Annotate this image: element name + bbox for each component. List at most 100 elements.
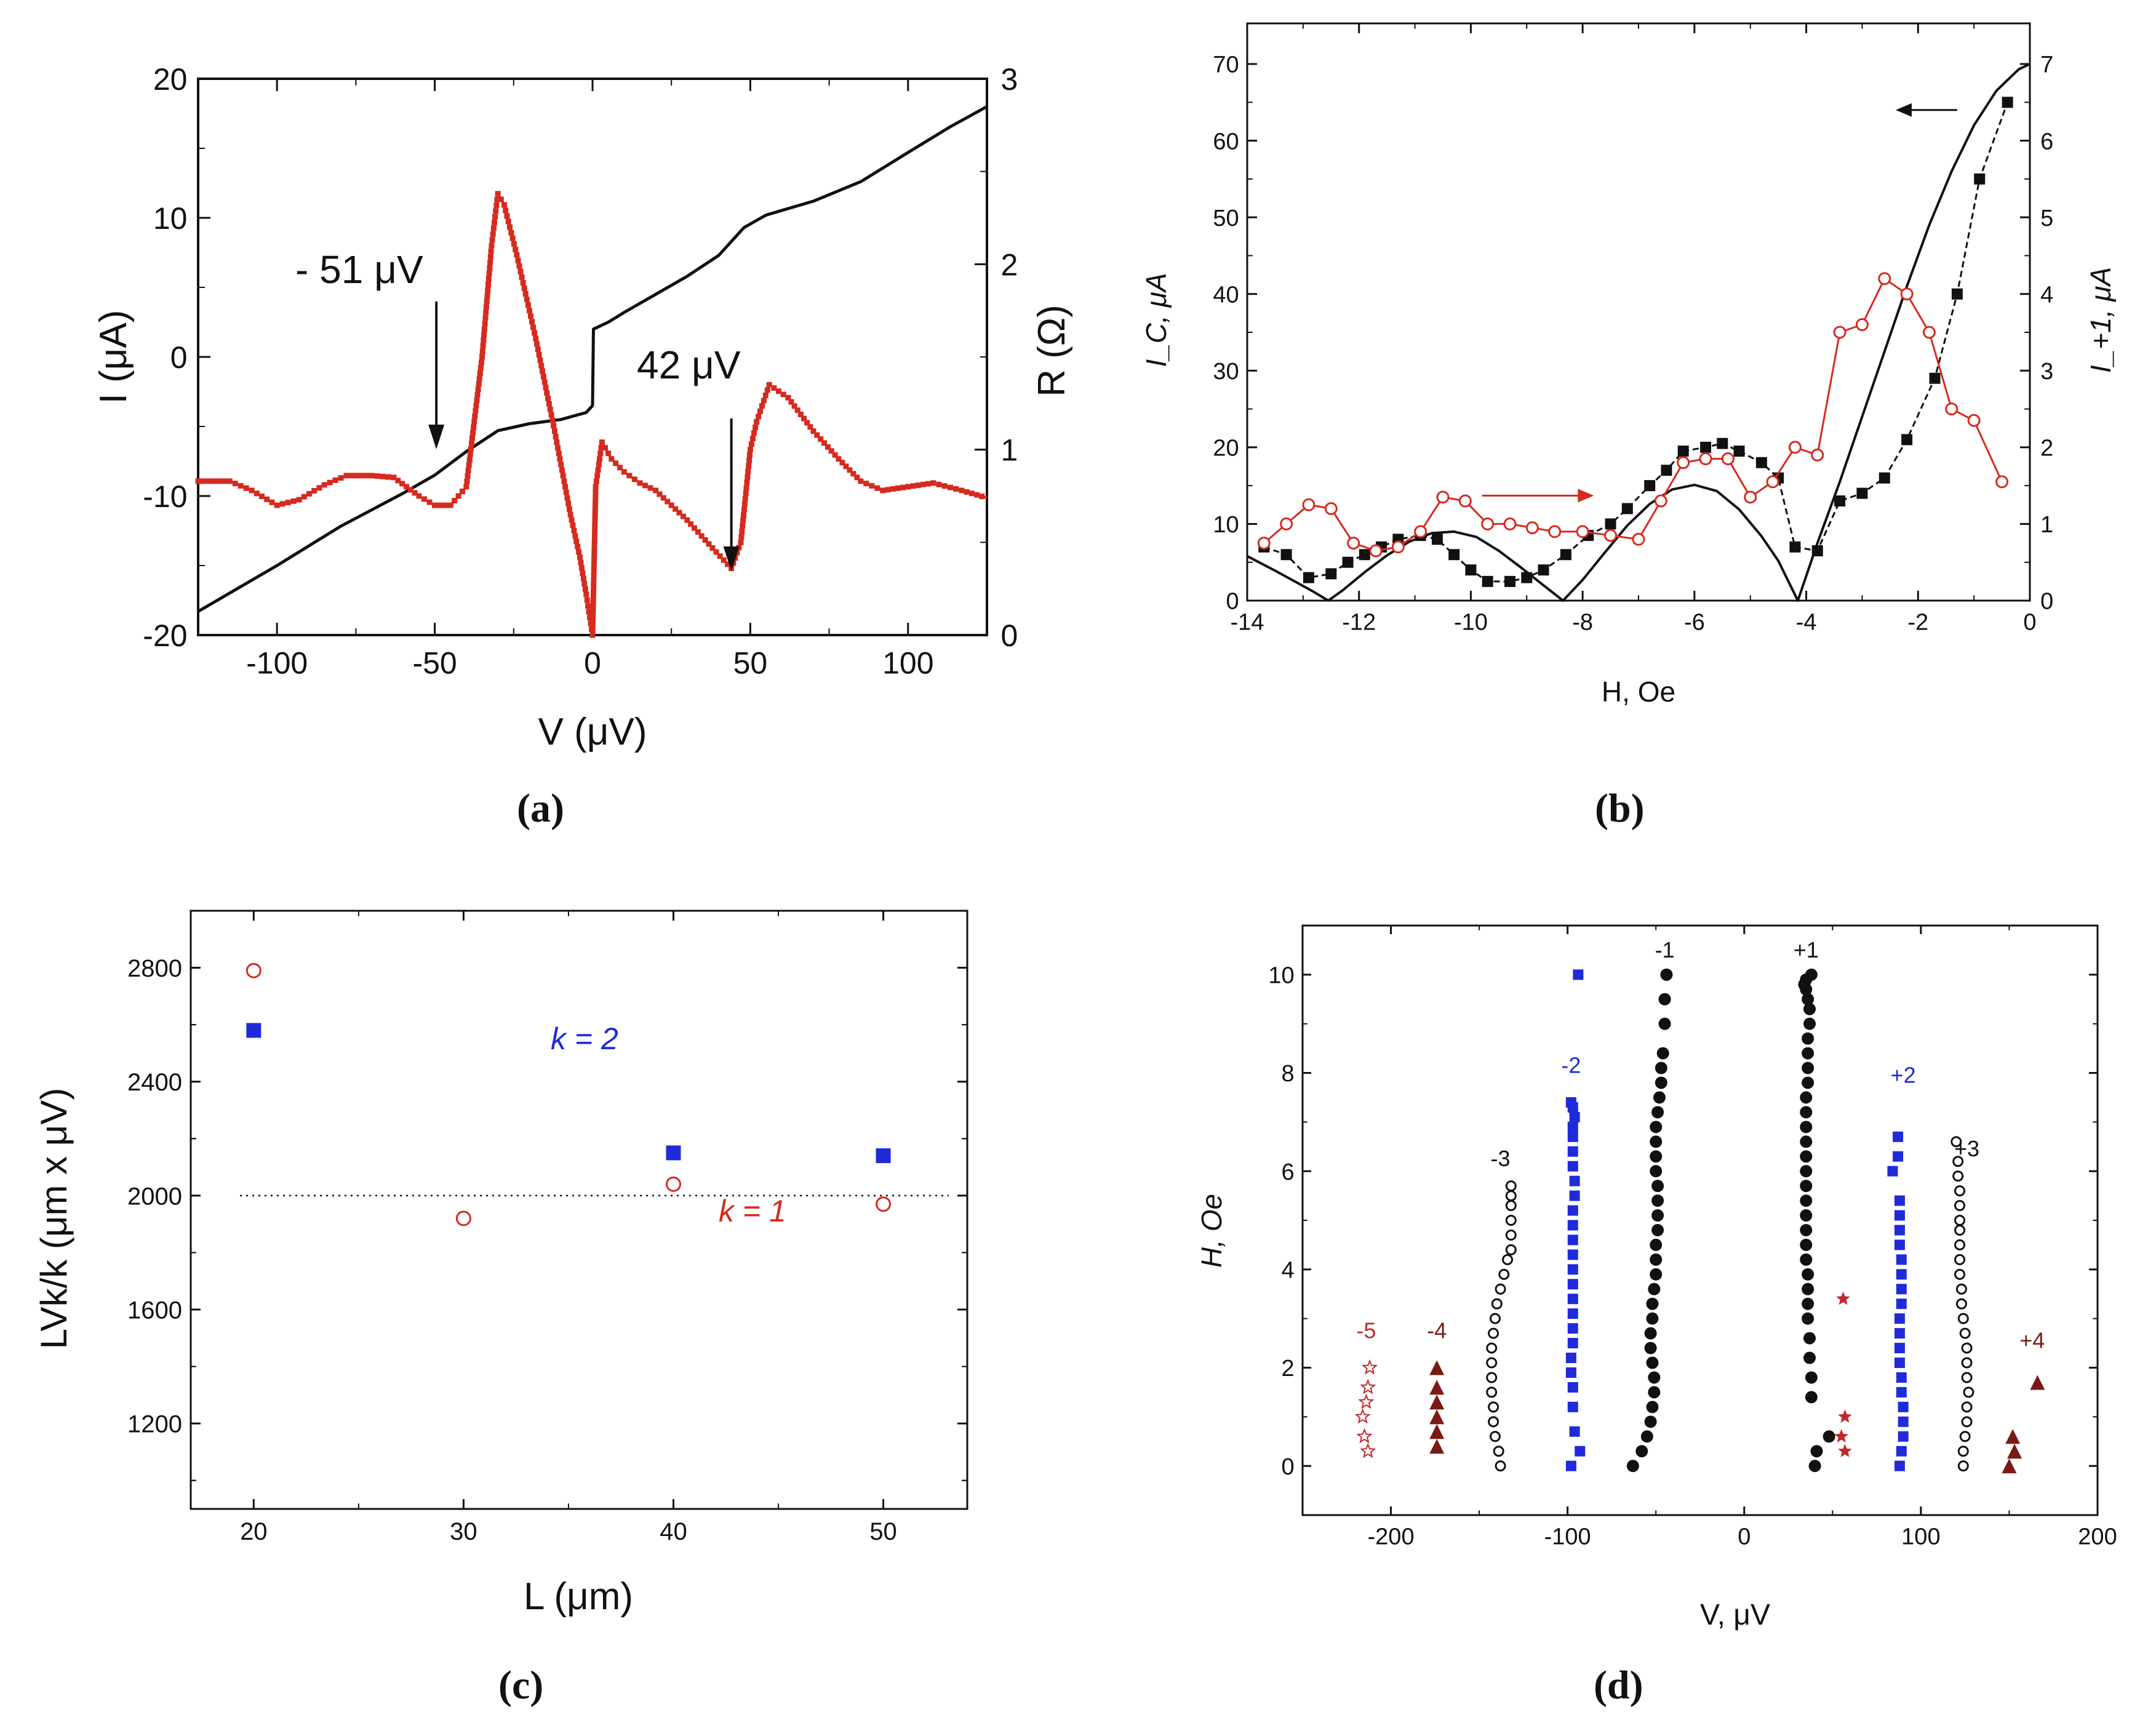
data-point-R — [869, 482, 875, 489]
data-point-R — [540, 368, 546, 374]
data-point-R — [478, 359, 484, 366]
data-point-R — [680, 513, 686, 519]
data-point-R — [238, 482, 244, 489]
data-point--2 — [1567, 1264, 1578, 1275]
data-point--3 — [1489, 1313, 1501, 1324]
data-point-R — [243, 485, 249, 491]
data-point-R — [481, 332, 487, 338]
data-point-I+1 — [1922, 326, 1936, 339]
data-point-I+1 — [1302, 498, 1316, 511]
legend-k1: k = 1 — [719, 1194, 786, 1228]
data-point-+3 — [1954, 1224, 1966, 1236]
data-point-+2 — [1898, 1401, 1909, 1412]
data-point--1 — [1635, 1445, 1648, 1458]
data-point-R — [590, 594, 596, 600]
data-point-R — [533, 335, 539, 342]
data-point-R — [592, 517, 598, 523]
data-point-R — [306, 490, 313, 497]
data-point-R — [569, 517, 575, 523]
data-point-R — [591, 583, 597, 589]
data-point-R — [582, 586, 588, 592]
data-point-R — [964, 489, 970, 495]
data-point-+1 — [1800, 1238, 1813, 1251]
data-point-R — [487, 254, 493, 260]
data-point-R — [279, 501, 285, 507]
data-point-+2 — [1896, 1298, 1907, 1310]
data-point-R — [591, 533, 597, 539]
data-point-Ic-data — [1325, 568, 1337, 580]
data-point-R — [511, 241, 517, 247]
data-point-Ic-data — [1974, 173, 1986, 185]
y-tick-label: 0 — [170, 340, 188, 375]
data-point-R — [590, 615, 596, 622]
data-point-+2 — [1894, 1460, 1905, 1471]
data-point--1 — [1650, 1135, 1663, 1148]
data-point-R — [530, 324, 537, 330]
data-point-R — [369, 473, 375, 479]
data-point-R — [804, 420, 810, 426]
data-point-R — [717, 553, 723, 559]
data-point--2 — [1565, 1367, 1576, 1378]
data-point-+1 — [1805, 1391, 1818, 1404]
x-tick-label: -100 — [1544, 1524, 1591, 1550]
data-point-R — [665, 498, 671, 505]
data-point--4 — [1429, 1409, 1445, 1425]
data-point-R — [821, 440, 828, 446]
branch-label: +2 — [1891, 1062, 1916, 1087]
data-point--1 — [1646, 1297, 1659, 1310]
data-point-R — [504, 213, 510, 219]
data-point-I+1 — [1458, 494, 1472, 508]
data-point--1 — [1658, 993, 1671, 1006]
data-point-Ic-data — [1929, 372, 1941, 384]
data-point-R — [695, 529, 701, 535]
data-point-R — [684, 517, 690, 523]
data-point-R — [249, 487, 255, 494]
panel-c: 20 30 40 50 1200 1600 2000 2400 2800 LVk/k (μm x… — [33, 910, 968, 1708]
data-point-R — [771, 385, 777, 391]
data-point-+4 — [2005, 1429, 2021, 1444]
data-point-R — [591, 555, 597, 561]
data-point--2 — [1575, 1446, 1586, 1457]
x-tick-label: -8 — [1572, 610, 1593, 636]
data-point-R — [613, 460, 619, 466]
data-point-I+1 — [1855, 318, 1869, 332]
data-point-R — [513, 246, 519, 252]
data-point-R — [348, 473, 354, 479]
y-tick-label: 20 — [153, 62, 188, 97]
data-point-+2 — [1896, 1254, 1907, 1265]
data-point-R — [485, 276, 492, 282]
y-tick-label: 1600 — [127, 1297, 182, 1324]
data-point-R — [469, 435, 475, 441]
data-point-R — [548, 412, 554, 418]
caption-c: (c) — [498, 1663, 543, 1708]
data-point-R — [807, 424, 813, 430]
legend-k2: k = 2 — [551, 1022, 618, 1056]
data-point-R — [432, 502, 438, 508]
data-point-R — [764, 387, 770, 393]
data-point-+1 — [1800, 1106, 1813, 1119]
x-tick-label: -200 — [1368, 1524, 1415, 1550]
data-point-R — [455, 493, 461, 499]
y-tick-label: -10 — [143, 479, 187, 514]
data-point-R — [746, 463, 752, 469]
data-point--2 — [1567, 1121, 1578, 1132]
data-point-R — [905, 484, 911, 490]
data-point-R — [479, 354, 485, 360]
data-point-k=2 — [666, 1145, 681, 1161]
data-point-R — [780, 391, 786, 398]
data-point-R — [487, 259, 493, 265]
data-point-I+1 — [1632, 532, 1645, 546]
data-point--2 — [1567, 1146, 1578, 1157]
data-point--2 — [1569, 1111, 1580, 1122]
panel-b-plot — [1247, 63, 2030, 602]
data-point-+2 — [1893, 1131, 1904, 1142]
data-point-k=2 — [876, 1148, 891, 1164]
data-point-R — [479, 348, 485, 354]
data-point-R — [591, 550, 597, 556]
data-point-+1 — [1802, 1312, 1815, 1325]
data-point-+4 — [2002, 1458, 2017, 1474]
data-point--5 — [1360, 1378, 1376, 1394]
y2-tick-label: 3 — [2040, 359, 2053, 385]
data-point-R — [516, 263, 522, 269]
